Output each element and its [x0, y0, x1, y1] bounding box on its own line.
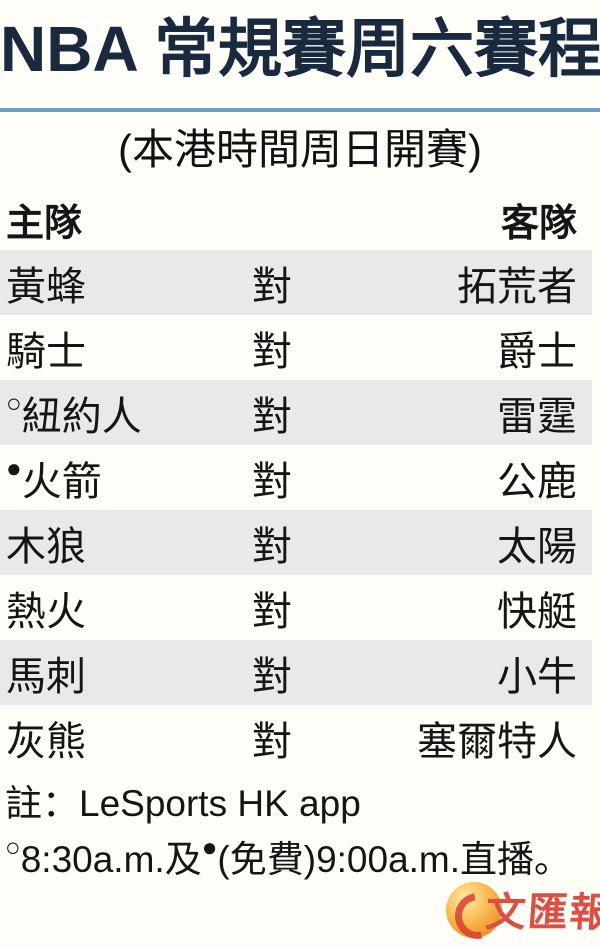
home-team-name: 騎士: [6, 329, 86, 374]
away-team-name: 塞爾特人: [417, 719, 577, 764]
table-row: 灰熊 對 塞爾特人: [0, 705, 592, 770]
home-team-cell: 熱火: [0, 579, 252, 637]
footnote-line-2: ○8:30a.m.及●(免費)9:00a.m.直播。: [5, 832, 600, 888]
footnote-time-1: 8:30a.m.及: [20, 839, 202, 880]
home-team-name: 灰熊: [6, 719, 86, 764]
home-team-name: 馬刺: [6, 654, 86, 699]
vs-label: 對: [252, 719, 292, 764]
footnotes: 註：LeSports HK app ○8:30a.m.及●(免費)9:00a.m…: [0, 776, 600, 888]
vs-label: 對: [252, 459, 292, 504]
table-row: 熱火 對 快艇: [0, 575, 592, 640]
broadcast-marker-filled-circle: ●: [6, 452, 22, 483]
broadcast-marker-hollow-circle: ○: [6, 387, 22, 418]
vs-label: 對: [252, 329, 292, 374]
subtitle: (本港時間周日開賽): [118, 126, 482, 173]
away-team-name: 爵士: [497, 329, 577, 374]
filled-circle-marker: ●: [201, 832, 218, 862]
home-team-name: 黃蜂: [6, 264, 86, 309]
vs-label: 對: [252, 264, 292, 309]
table-header-row: 主隊 客隊: [0, 188, 592, 250]
home-team-cell: ●火箭: [0, 449, 252, 507]
wenweipo-logo: 文匯報: [440, 866, 600, 948]
home-team-name: 紐約人: [21, 394, 142, 439]
away-team-name: 拓荒者: [457, 264, 577, 309]
table-row: 馬刺 對 小牛: [0, 640, 592, 705]
home-column-header: 主隊: [6, 202, 83, 245]
vs-label: 對: [252, 394, 292, 439]
home-team-cell: 馬刺: [0, 644, 252, 702]
home-team-cell: 騎士: [0, 319, 252, 377]
home-team-cell: 木狼: [0, 514, 252, 572]
away-team-name: 小牛: [497, 654, 577, 699]
away-team-name: 快艇: [497, 589, 577, 634]
home-team-cell: ○紐約人: [0, 384, 252, 442]
table-row: 騎士 對 爵士: [0, 315, 592, 380]
home-team-name: 熱火: [6, 589, 86, 634]
page-title: NBA 常規賽周六賽程: [0, 13, 600, 85]
hollow-circle-marker: ○: [5, 832, 21, 862]
footnote-time-2: (免費)9:00a.m.直播。: [217, 839, 572, 880]
title-divider-line: [0, 108, 600, 112]
away-column-header: 客隊: [500, 202, 577, 245]
schedule-table: 黃蜂 對 拓荒者 騎士 對 爵士 ○紐約人 對 雷霆 ●火箭 對 公鹿 木狼 對…: [0, 250, 600, 770]
table-row: 木狼 對 太陽: [0, 510, 592, 575]
vs-label: 對: [252, 524, 292, 569]
vs-label: 對: [252, 589, 292, 634]
home-team-name: 木狼: [6, 524, 86, 569]
home-team-name: 火箭: [21, 459, 102, 504]
table-row: ○紐約人 對 雷霆: [0, 380, 592, 445]
footnote-line-1: 註：LeSports HK app: [5, 783, 361, 824]
away-team-name: 太陽: [497, 524, 577, 569]
table-row: 黃蜂 對 拓荒者: [0, 250, 592, 315]
away-team-name: 公鹿: [497, 459, 577, 504]
table-row: ●火箭 對 公鹿: [0, 445, 592, 510]
home-team-cell: 黃蜂: [0, 254, 252, 312]
away-team-name: 雷霆: [497, 394, 577, 439]
logo-wordmark: 文匯報: [484, 890, 600, 935]
vs-label: 對: [252, 654, 292, 699]
home-team-cell: 灰熊: [0, 709, 252, 767]
